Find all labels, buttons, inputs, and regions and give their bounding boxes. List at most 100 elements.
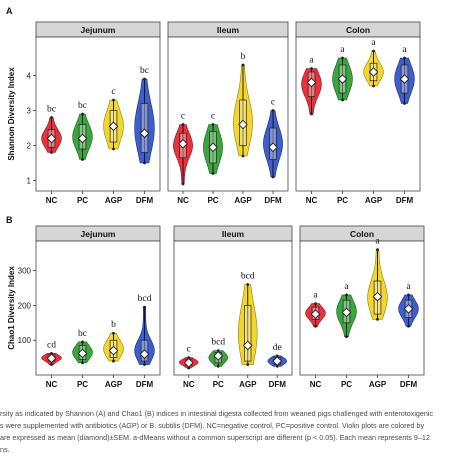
x-tick-label: DFM bbox=[136, 196, 154, 205]
outlier-point bbox=[403, 102, 406, 105]
mean-diamond bbox=[310, 309, 321, 319]
y-tick-label: 4 bbox=[27, 72, 32, 81]
outlier-point bbox=[143, 363, 146, 366]
outlier-point bbox=[403, 56, 406, 60]
outlier-point bbox=[310, 112, 313, 116]
outlier-point bbox=[241, 63, 245, 67]
outlier-point bbox=[143, 161, 146, 165]
y-axis-label: Shannon Diversity Index bbox=[7, 67, 16, 161]
mean-diamond bbox=[268, 142, 278, 153]
mean-diamond bbox=[208, 142, 218, 153]
mean-diamond bbox=[46, 133, 57, 144]
x-tick-label: NC bbox=[183, 380, 195, 389]
outlier-point bbox=[310, 67, 313, 70]
outlier-point bbox=[376, 248, 379, 252]
significance-letter: bcd bbox=[138, 294, 152, 304]
significance-letter: c bbox=[271, 98, 275, 108]
outlier-point bbox=[112, 98, 115, 102]
mean-diamond bbox=[337, 74, 348, 84]
x-tick-label: PC bbox=[77, 380, 88, 389]
mean-diamond bbox=[368, 67, 379, 77]
outlier-point bbox=[143, 305, 146, 309]
significance-letter: de bbox=[273, 343, 282, 353]
significance-letter: bc bbox=[47, 105, 56, 115]
caption-line: rsity as indicated by Shannon (A) and Ch… bbox=[0, 409, 434, 418]
x-tick-label: DFM bbox=[264, 196, 282, 205]
y-axis-label: Chao1 Diversity Index bbox=[7, 266, 16, 350]
significance-letter: c bbox=[181, 112, 185, 122]
y-tick-label: 200 bbox=[18, 301, 32, 310]
mean-diamond bbox=[372, 291, 383, 302]
outlier-point bbox=[314, 324, 317, 328]
outlier-point bbox=[112, 331, 115, 335]
outlier-point bbox=[345, 293, 348, 297]
significance-letter: bcd bbox=[241, 272, 255, 282]
x-tick-label: PC bbox=[207, 196, 218, 205]
facet-jejunum: Jejunum bc NC bc PC c AGP bc DFM bbox=[35, 21, 161, 205]
outlier-point bbox=[376, 317, 379, 321]
outlier-point bbox=[246, 283, 250, 286]
x-tick-label: PC bbox=[337, 196, 348, 205]
significance-letter: bc bbox=[78, 101, 87, 111]
x-tick-label: AGP bbox=[105, 380, 123, 389]
x-tick-label: DFM bbox=[136, 380, 154, 389]
outlier-point bbox=[275, 364, 279, 368]
outlier-point bbox=[345, 335, 348, 339]
significance-letter: c bbox=[211, 112, 215, 122]
outlier-point bbox=[341, 56, 344, 60]
significance-letter: a bbox=[371, 38, 376, 48]
outlier-point bbox=[271, 109, 275, 112]
mean-diamond bbox=[213, 351, 224, 361]
outlier-point bbox=[241, 154, 245, 158]
mean-diamond bbox=[108, 121, 119, 132]
significance-letter: b bbox=[241, 52, 246, 62]
outlier-point bbox=[187, 366, 191, 370]
outlier-point bbox=[341, 98, 344, 102]
mean-diamond bbox=[77, 133, 88, 144]
significance-letter: bc bbox=[78, 329, 87, 339]
facet-jejunum: Jejunum cd NC bc PC b AGP bcd DFM bbox=[35, 225, 161, 389]
significance-letter: a bbox=[375, 237, 380, 247]
x-tick-label: DFM bbox=[396, 196, 414, 205]
y-tick-label: 1 bbox=[27, 177, 32, 186]
x-tick-label: NC bbox=[46, 196, 58, 205]
facet-title: Ileum bbox=[217, 25, 240, 35]
mean-diamond bbox=[108, 345, 119, 356]
significance-letter: bcd bbox=[211, 338, 225, 348]
mean-diamond bbox=[77, 348, 88, 359]
outlier-point bbox=[181, 182, 185, 186]
outlier-point bbox=[143, 77, 146, 81]
outlier-point bbox=[181, 123, 185, 126]
outlier-point bbox=[211, 123, 215, 126]
outlier-point bbox=[275, 354, 279, 358]
significance-letter: a bbox=[402, 45, 407, 55]
facet-title: Jejunum bbox=[81, 25, 116, 35]
x-tick-label: NC bbox=[306, 196, 318, 205]
outlier-point bbox=[372, 84, 375, 88]
x-tick-label: AGP bbox=[365, 196, 383, 205]
significance-letter: a bbox=[309, 56, 314, 66]
outlier-point bbox=[187, 356, 191, 359]
outlier-point bbox=[50, 363, 53, 366]
mean-diamond bbox=[306, 77, 317, 88]
significance-letter: a bbox=[313, 291, 318, 301]
panel-label: A bbox=[6, 6, 13, 16]
mean-diamond bbox=[399, 74, 410, 84]
y-tick-label: 100 bbox=[18, 336, 32, 345]
outlier-point bbox=[271, 175, 275, 179]
mean-diamond bbox=[341, 307, 352, 318]
mean-diamond bbox=[272, 356, 283, 366]
x-tick-label: AGP bbox=[105, 196, 123, 205]
outlier-point bbox=[112, 147, 115, 151]
x-tick-label: AGP bbox=[369, 380, 387, 389]
significance-letter: a bbox=[340, 45, 345, 55]
significance-letter: bc bbox=[140, 66, 149, 76]
mean-diamond bbox=[183, 357, 194, 368]
outlier-point bbox=[81, 112, 84, 116]
caption-line: ns. bbox=[0, 445, 10, 454]
mean-diamond bbox=[139, 349, 150, 359]
outlier-point bbox=[81, 361, 84, 365]
